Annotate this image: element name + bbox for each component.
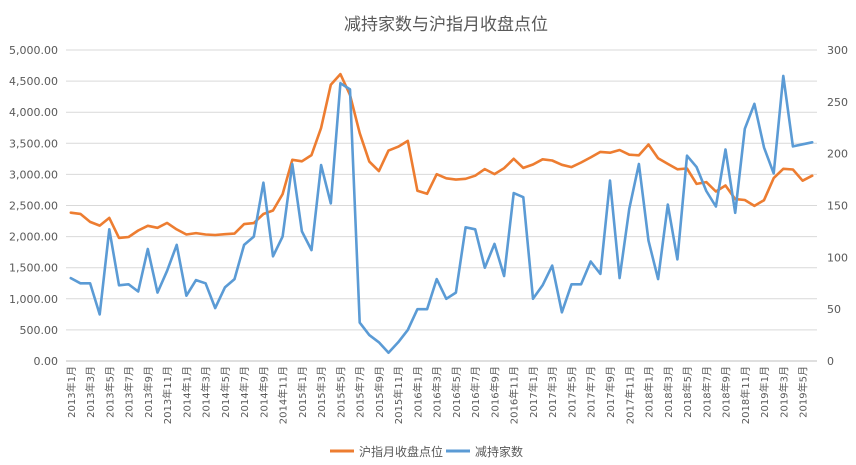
x-tick-label: 2013年1月 <box>65 366 78 418</box>
y-right-tick-label: 200 <box>827 148 848 161</box>
y-axis-right: 0 50 100 150 200 250 300 <box>827 44 848 368</box>
x-tick-label: 2013年11月 <box>161 366 174 424</box>
x-tick-label: 2018年3月 <box>662 366 675 418</box>
legend-label: 减持家数 <box>475 444 523 459</box>
x-tick-label: 2016年1月 <box>411 366 424 418</box>
y-right-tick-label: 0 <box>827 355 834 368</box>
legend-label: 沪指月收盘点位 <box>359 444 443 459</box>
x-tick-label: 2016年9月 <box>488 366 501 418</box>
series-group <box>69 72 814 354</box>
y-left-tick-label: 3,500.00 <box>9 137 58 150</box>
y-left-tick-label: 500.00 <box>20 324 59 337</box>
x-tick-label: 2013年3月 <box>84 366 97 418</box>
y-left-tick-label: 3,000.00 <box>9 168 58 181</box>
x-tick-label: 2016年7月 <box>469 366 482 418</box>
x-tick-label: 2015年11月 <box>392 366 405 424</box>
x-tick-label: 2015年5月 <box>334 366 347 418</box>
x-tick-label: 2016年11月 <box>508 366 521 424</box>
y-axis-left: 0.00 500.00 1,000.00 1,500.00 2,000.00 2,500.… <box>9 44 58 368</box>
x-tick-label: 2013年5月 <box>103 366 116 418</box>
x-tick-label: 2018年1月 <box>643 366 656 418</box>
x-tick-label: 2015年1月 <box>296 366 309 418</box>
x-tick-label: 2019年3月 <box>777 366 790 418</box>
x-tick-label: 2018年7月 <box>700 366 713 418</box>
x-tick-label: 2016年5月 <box>450 366 463 418</box>
series-line-index-close <box>69 72 814 240</box>
y-right-tick-label: 150 <box>827 200 848 213</box>
x-tick-label: 2015年3月 <box>315 366 328 418</box>
x-tick-label: 2019年5月 <box>797 366 810 418</box>
x-tick-label: 2018年11月 <box>739 366 752 424</box>
x-axis: 2013年1月 2013年3月 2013年5月 2013年7月 2013年9月 2013年… <box>65 366 810 424</box>
x-tick-label: 2016年3月 <box>431 366 444 418</box>
legend: 沪指月收盘点位 减持家数 <box>330 444 523 459</box>
x-tick-label: 2014年9月 <box>257 366 270 418</box>
x-tick-label: 2018年9月 <box>720 366 733 418</box>
chart-title: 减持家数与沪指月收盘点位 <box>344 15 548 35</box>
x-tick-label: 2015年9月 <box>373 366 386 418</box>
x-tick-label: 2014年1月 <box>180 366 193 418</box>
x-tick-label: 2014年3月 <box>200 366 213 418</box>
y-right-tick-label: 100 <box>827 251 848 264</box>
x-tick-label: 2018年5月 <box>681 366 694 418</box>
x-tick-label: 2017年7月 <box>585 366 598 418</box>
y-left-tick-label: 1,500.00 <box>9 262 58 275</box>
y-left-tick-label: 4,000.00 <box>9 106 58 119</box>
x-tick-label: 2019年1月 <box>758 366 771 418</box>
x-tick-label: 2013年7月 <box>123 366 136 418</box>
grid <box>66 49 817 362</box>
y-left-tick-label: 0.00 <box>34 355 59 368</box>
x-tick-label: 2014年11月 <box>277 366 290 424</box>
y-left-tick-label: 4,500.00 <box>9 75 58 88</box>
x-tick-label: 2017年1月 <box>527 366 540 418</box>
x-tick-label: 2017年3月 <box>546 366 559 418</box>
y-left-tick-label: 2,000.00 <box>9 231 58 244</box>
x-tick-label: 2017年9月 <box>604 366 617 418</box>
x-tick-label: 2017年11月 <box>623 366 636 424</box>
y-right-tick-label: 50 <box>827 303 841 316</box>
y-right-tick-label: 250 <box>827 96 848 109</box>
y-left-tick-label: 1,000.00 <box>9 293 58 306</box>
y-left-tick-label: 5,000.00 <box>9 44 58 57</box>
series-line-sell-count <box>69 74 814 354</box>
x-tick-label: 2014年5月 <box>219 366 232 418</box>
x-tick-label: 2014年7月 <box>238 366 251 418</box>
x-tick-label: 2015年7月 <box>354 366 367 418</box>
y-right-tick-label: 300 <box>827 44 848 57</box>
x-tick-label: 2017年5月 <box>565 366 578 418</box>
x-tick-label: 2013年9月 <box>142 366 155 418</box>
y-left-tick-label: 2,500.00 <box>9 200 58 213</box>
